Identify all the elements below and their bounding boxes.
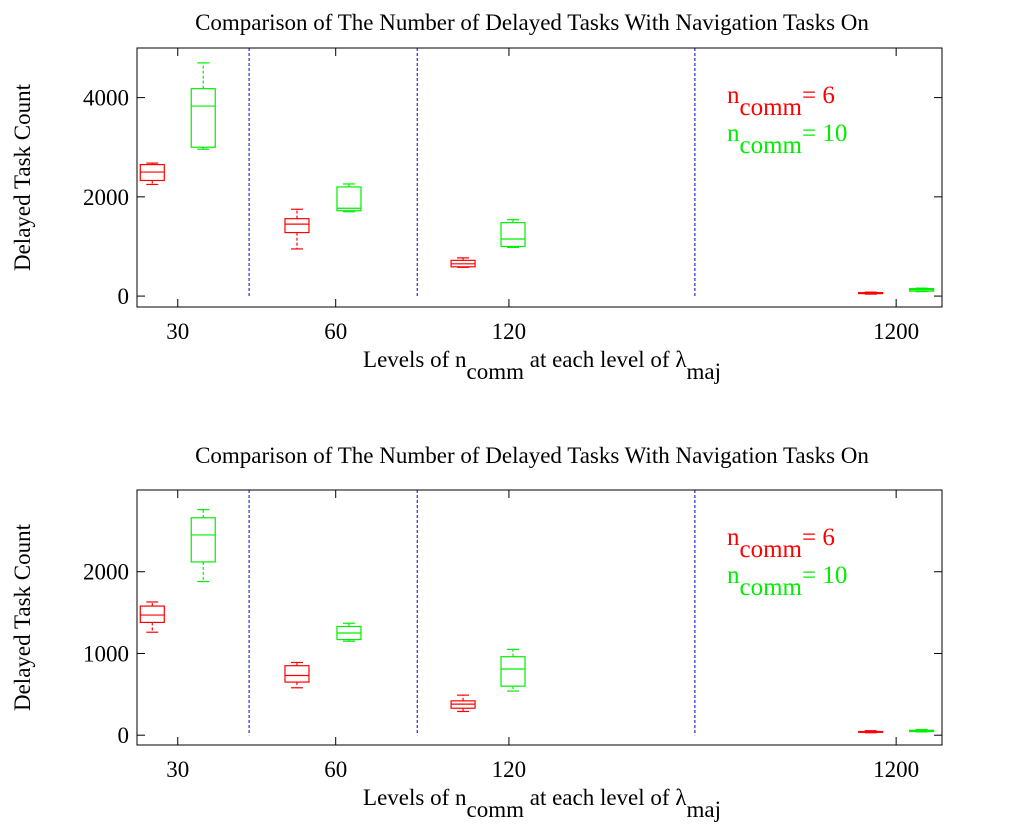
x-tick-label: 120 bbox=[492, 319, 527, 344]
box-body bbox=[336, 186, 362, 212]
box bbox=[336, 622, 362, 642]
x-axis-label-part: at each level of λ bbox=[524, 347, 687, 372]
legend-sub: comm bbox=[740, 574, 803, 601]
box bbox=[190, 509, 216, 583]
legend-entry: ncomm= 6 bbox=[727, 82, 835, 121]
box bbox=[858, 291, 884, 295]
chart-title: Comparison of The Number of Delayed Task… bbox=[195, 10, 869, 35]
legend-main: n bbox=[727, 82, 740, 109]
x-tick-label: 30 bbox=[166, 319, 189, 344]
legend-entry: ncomm= 10 bbox=[727, 562, 847, 601]
x-axis-label-part: at each level of λ bbox=[524, 785, 687, 810]
x-axis-label-part: comm bbox=[466, 797, 524, 822]
box bbox=[139, 162, 165, 186]
box bbox=[858, 730, 884, 734]
legend-rest: = 6 bbox=[802, 82, 835, 109]
x-axis-label: Levels of ncomm at each level of λmaj bbox=[363, 347, 721, 384]
x-tick-label: 60 bbox=[324, 319, 347, 344]
x-tick-label: 30 bbox=[166, 757, 189, 782]
legend-entry: ncomm= 6 bbox=[727, 524, 835, 563]
y-tick-label: 0 bbox=[118, 723, 130, 748]
box bbox=[284, 208, 310, 250]
box bbox=[909, 287, 935, 293]
box bbox=[450, 257, 476, 268]
x-axis-label-part: Levels of n bbox=[363, 785, 467, 810]
x-axis-label-part: maj bbox=[686, 797, 721, 822]
legend-main: n bbox=[727, 524, 740, 551]
legend-sub: comm bbox=[740, 536, 803, 563]
box-body bbox=[284, 218, 310, 234]
box bbox=[909, 728, 935, 733]
y-tick-label: 1000 bbox=[83, 641, 129, 666]
box bbox=[284, 661, 310, 689]
y-axis-label: Delayed Task Count bbox=[10, 83, 35, 271]
x-axis-label-part: comm bbox=[466, 359, 524, 384]
plot-frame bbox=[136, 489, 943, 746]
x-axis-label: Levels of ncomm at each level of λmaj bbox=[363, 785, 721, 822]
box-body bbox=[500, 656, 526, 687]
plot-frame bbox=[136, 47, 943, 308]
y-axis-label: Delayed Task Count bbox=[10, 523, 35, 711]
box bbox=[500, 219, 526, 249]
legend-main: n bbox=[727, 120, 740, 147]
box-body bbox=[284, 665, 310, 683]
y-tick-label: 0 bbox=[118, 284, 130, 309]
x-tick-label: 1200 bbox=[873, 319, 919, 344]
legend-entry: ncomm= 10 bbox=[727, 120, 847, 159]
x-tick-label: 60 bbox=[324, 757, 347, 782]
y-tick-label: 4000 bbox=[83, 86, 129, 111]
x-axis-label-part: maj bbox=[686, 359, 721, 384]
legend-rest: = 10 bbox=[802, 562, 847, 589]
legend-sub: comm bbox=[740, 94, 803, 121]
y-tick-label: 2000 bbox=[83, 185, 129, 210]
legend-rest: = 10 bbox=[802, 120, 847, 147]
box-body bbox=[190, 88, 216, 148]
box bbox=[450, 694, 476, 713]
x-tick-label: 1200 bbox=[873, 757, 919, 782]
legend-sub: comm bbox=[740, 132, 803, 159]
x-axis-label-part: Levels of n bbox=[363, 347, 467, 372]
legend-main: n bbox=[727, 562, 740, 589]
box bbox=[336, 183, 362, 213]
box-body bbox=[190, 517, 216, 563]
chart-title: Comparison of The Number of Delayed Task… bbox=[195, 443, 869, 468]
legend-rest: = 6 bbox=[802, 524, 835, 551]
box bbox=[500, 648, 526, 692]
box bbox=[139, 601, 165, 633]
x-tick-label: 120 bbox=[492, 757, 527, 782]
box-body bbox=[500, 222, 526, 248]
box-body bbox=[139, 605, 165, 624]
y-tick-label: 2000 bbox=[83, 560, 129, 585]
box bbox=[190, 62, 216, 150]
